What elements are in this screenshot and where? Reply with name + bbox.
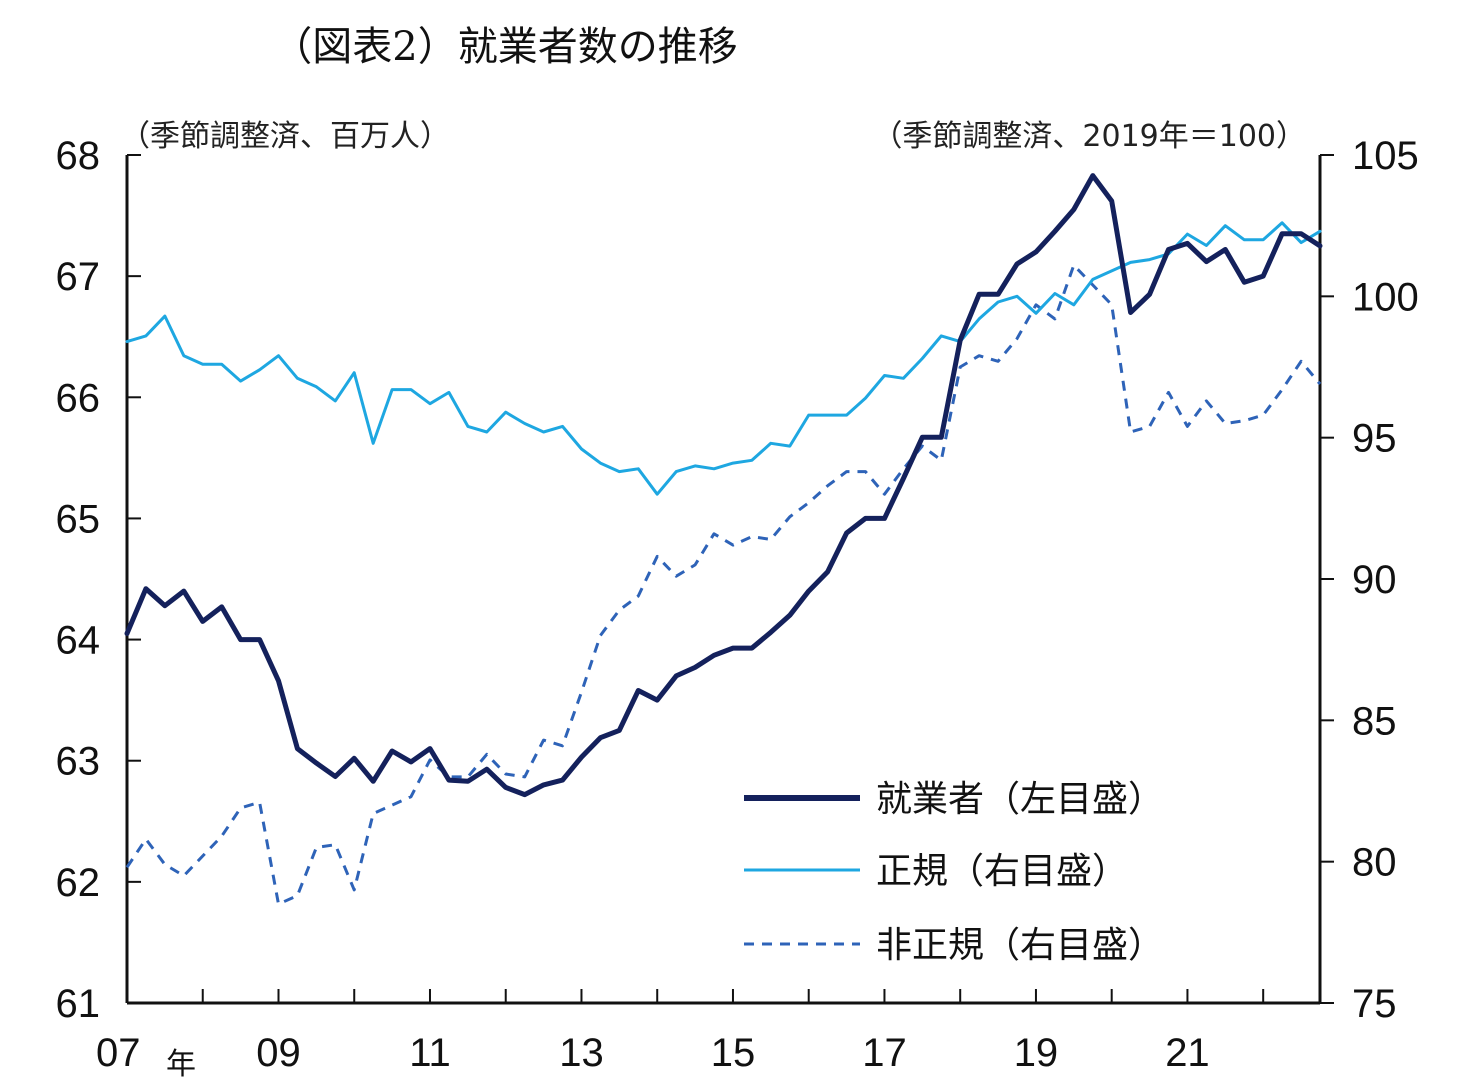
right-tick-label: 90: [1352, 558, 1397, 602]
legend-label: 正規（右目盛）: [876, 851, 1128, 892]
left-tick-label: 61: [56, 982, 101, 1026]
axes: 61 62 63 64 65 66 67 68 75 80 85 90 95 100 105 07 09 11 13…: [56, 134, 1419, 1080]
left-tick-label: 64: [56, 619, 101, 663]
x-tick-label: 09: [256, 1031, 301, 1075]
left-tick-label: 66: [56, 376, 101, 420]
x-tick-label: 11: [409, 1031, 451, 1075]
right-tick-label: 95: [1352, 417, 1397, 461]
x-tick-label: 13: [559, 1031, 604, 1075]
right-tick-label: 105: [1352, 134, 1419, 178]
right-tick-label: 85: [1352, 699, 1397, 743]
right-tick-label: 75: [1352, 982, 1397, 1026]
right-tick-label: 80: [1352, 841, 1397, 885]
left-axis-unit-label: （季節調整済、百万人）: [120, 119, 450, 154]
left-tick-label: 62: [56, 861, 101, 905]
chart-title: （図表2）就業者数の推移: [272, 24, 738, 70]
left-tick-label: 65: [56, 497, 101, 541]
regular-line: [125, 221, 1322, 496]
x-year-suffix: 年: [166, 1047, 196, 1080]
left-tick-label: 63: [56, 740, 101, 784]
series-lines: [124, 173, 1323, 906]
x-tick-label: 17: [862, 1031, 907, 1075]
legend-label: 就業者（左目盛）: [876, 779, 1164, 820]
right-tick-label: 100: [1352, 275, 1419, 319]
left-tick-label: 68: [56, 134, 101, 178]
x-tick-label: 15: [711, 1031, 756, 1075]
nonregular-line: [125, 263, 1322, 906]
legend: 就業者（左目盛） 正規（右目盛） 非正規（右目盛）: [744, 779, 1164, 966]
legend-label: 非正規（右目盛）: [876, 925, 1164, 966]
right-axis-unit-label: （季節調整済、2019年＝100）: [872, 119, 1306, 154]
x-tick-label: 07: [96, 1031, 141, 1075]
left-tick-label: 67: [56, 255, 101, 299]
x-tick-label: 19: [1014, 1031, 1059, 1075]
x-tick-label: 21: [1165, 1031, 1210, 1075]
employed-line: [124, 173, 1323, 798]
